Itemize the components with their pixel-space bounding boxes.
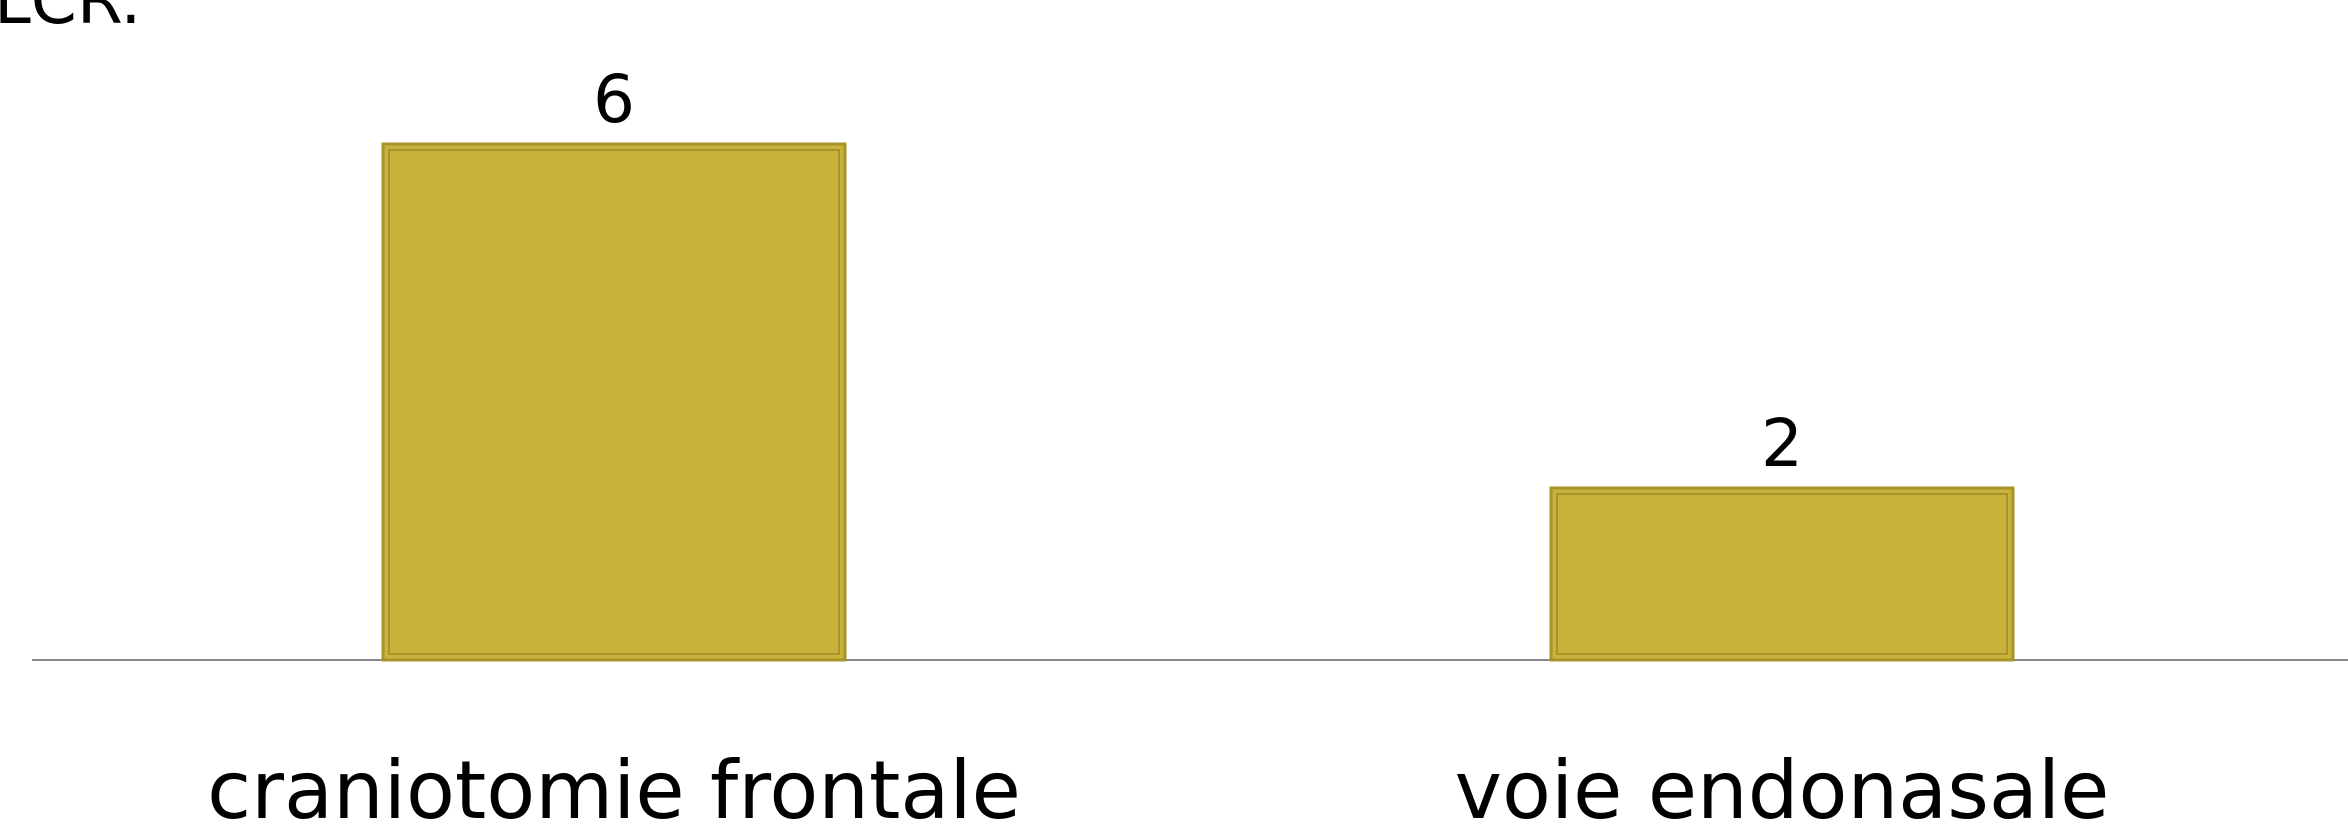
bar-1-inner-edge [388,149,840,655]
category-label-1: craniotomie frontale [207,744,1021,828]
chart-title-fragment: LCR. [0,0,142,39]
bar-2 [1549,486,2015,662]
category-label-2: voie endonasale [1455,744,2110,828]
bar-1 [381,142,847,662]
data-label-1: 6 [593,61,635,138]
data-label-2: 2 [1761,405,1803,482]
bar-2-inner-edge [1556,493,2008,655]
